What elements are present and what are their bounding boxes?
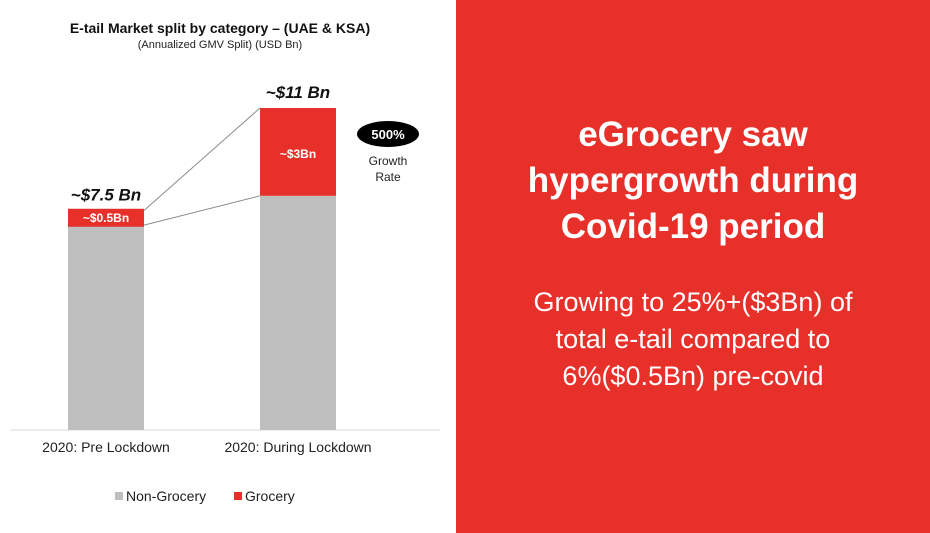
growth-text-line-1: Growth (369, 154, 408, 168)
segment-label-2: ~$3Bn (280, 147, 316, 161)
subline-line-1: Growing to 25%+($3Bn) of (533, 287, 853, 317)
x-tick-label-1: 2020: Pre Lockdown (42, 439, 170, 455)
x-tick-label-2: 2020: During Lockdown (224, 439, 371, 455)
growth-badge-value: 500% (371, 127, 405, 142)
chart-panel: E-tail Market split by category – (UAE &… (0, 0, 456, 533)
bar-non-grocery-1 (68, 225, 144, 430)
subline-line-2: total e-tail compared to (555, 324, 831, 354)
legend-swatch-grocery (234, 492, 242, 500)
headline-line-2: hypergrowth during (527, 161, 859, 200)
headline-line-1: eGrocery saw (578, 115, 808, 154)
legend-swatch-non-grocery (115, 492, 123, 500)
bar-grocery-2 (260, 108, 336, 196)
subline: Growing to 25%+($3Bn) of total e-tail co… (476, 284, 910, 395)
connector-line-top (143, 107, 261, 211)
headline-line-3: Covid-19 period (560, 207, 826, 246)
stacked-bar-chart: 2020: Pre Lockdown ~$7.5 Bn 2020: During L… (10, 83, 440, 504)
legend-label-grocery: Grocery (245, 488, 295, 504)
subline-line-3: 6%($0.5Bn) pre-covid (562, 361, 824, 391)
chart-title: E-tail Market split by category – (UAE &… (69, 20, 371, 36)
growth-badge (357, 121, 419, 147)
growth-text-line-2: Rate (375, 170, 401, 184)
chart-subtitle: (Annualized GMV Split) (USD Bn) (137, 39, 303, 51)
highlight-panel: eGrocery saw hypergrowth during Covid-19… (456, 0, 930, 533)
segment-label-box-1 (68, 208, 144, 227)
headline: eGrocery saw hypergrowth during Covid-19… (476, 112, 910, 250)
total-label-2: ~$11 Bn (266, 83, 330, 102)
total-label-1: ~$7.5 Bn (71, 185, 141, 204)
bar-non-grocery-2 (260, 195, 336, 430)
segment-label-1: ~$0.5Bn (83, 211, 129, 225)
connector-line-bottom (143, 195, 261, 226)
legend-label-non-grocery: Non-Grocery (126, 488, 206, 504)
